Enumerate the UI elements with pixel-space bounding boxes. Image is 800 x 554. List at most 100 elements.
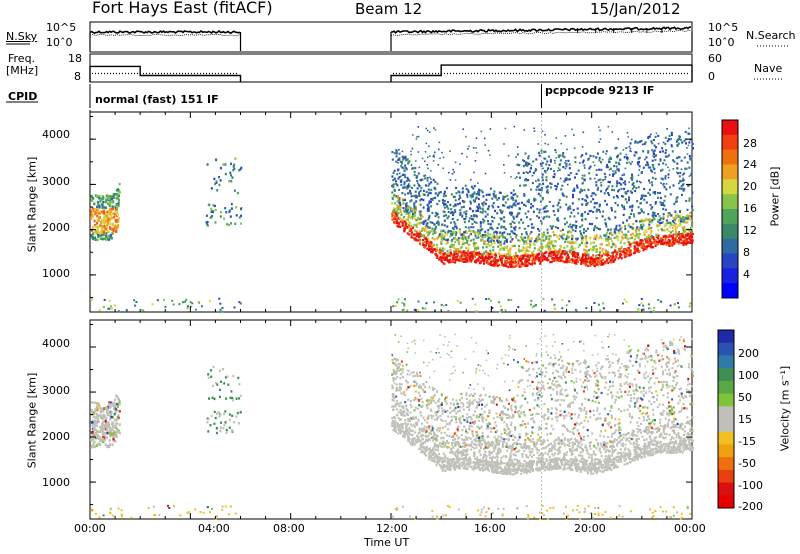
data-cell	[583, 228, 585, 231]
data-cell	[224, 410, 227, 413]
data-cell	[487, 222, 490, 225]
noise-search-line-0	[89, 33, 241, 37]
data-cell	[99, 200, 102, 203]
data-cell	[503, 231, 506, 234]
data-cell	[112, 514, 115, 517]
data-cell	[535, 180, 537, 182]
data-cell	[101, 430, 104, 433]
data-cell	[115, 197, 119, 200]
data-cell	[436, 202, 439, 206]
data-cell	[179, 514, 182, 517]
data-cell	[597, 227, 600, 231]
data-cell	[615, 161, 618, 164]
data-cell	[476, 509, 479, 512]
data-cell	[445, 187, 448, 190]
data-cell	[405, 205, 408, 208]
data-cell	[474, 247, 476, 250]
data-cell	[502, 246, 505, 249]
data-cell	[629, 243, 632, 246]
data-cell	[636, 249, 639, 252]
data-cell	[232, 165, 235, 168]
data-cell	[623, 207, 626, 211]
data-cell	[598, 203, 601, 206]
data-cell	[682, 234, 684, 237]
data-cell	[663, 199, 666, 202]
data-cell	[624, 248, 626, 251]
data-cell	[631, 232, 634, 235]
data-cell	[568, 205, 571, 208]
data-cell	[406, 158, 409, 161]
data-cell	[91, 199, 94, 202]
data-cell	[396, 214, 398, 217]
data-cell	[556, 235, 559, 238]
noise-sky-line-0	[89, 29, 241, 35]
data-cell	[666, 128, 668, 130]
data-cell	[515, 234, 518, 237]
data-cell	[461, 215, 464, 218]
data-cell	[652, 150, 655, 153]
data-cell	[566, 234, 568, 237]
data-cell	[446, 250, 449, 253]
data-cell	[401, 221, 404, 225]
data-cell	[458, 229, 461, 232]
data-cell	[668, 233, 671, 237]
data-cell	[452, 452, 455, 455]
data-cell	[649, 239, 652, 242]
data-cell	[522, 221, 525, 224]
data-cell	[507, 417, 510, 420]
data-cell	[235, 214, 238, 217]
data-cell	[101, 206, 104, 209]
data-cell	[572, 258, 575, 261]
data-cell	[666, 396, 669, 399]
data-cell	[116, 206, 119, 209]
data-cell	[430, 188, 433, 191]
data-cell	[576, 186, 579, 189]
data-cell	[234, 512, 237, 515]
data-cell	[173, 505, 175, 508]
data-cell	[456, 218, 459, 222]
data-cell	[442, 167, 444, 170]
data-cell	[607, 125, 610, 128]
data-cell	[393, 211, 396, 214]
data-cell	[691, 232, 694, 236]
data-cell	[666, 140, 669, 143]
data-cell	[400, 183, 403, 186]
data-cell	[558, 259, 560, 262]
data-cell	[467, 239, 470, 242]
data-cell	[655, 132, 658, 135]
data-cell	[403, 228, 406, 231]
data-cell	[619, 227, 622, 230]
data-cell	[567, 256, 570, 259]
data-cell	[487, 193, 490, 196]
data-cell	[399, 208, 402, 211]
data-cell	[689, 237, 692, 240]
data-cell	[688, 127, 690, 130]
noise-right-tick-bottom: 10ˆ0	[708, 36, 735, 49]
data-cell	[601, 254, 603, 257]
data-cell	[611, 240, 613, 243]
data-cell	[679, 233, 682, 237]
data-cell	[601, 261, 603, 265]
data-cell	[649, 241, 652, 244]
data-cell	[471, 251, 474, 254]
data-cell	[681, 217, 684, 220]
data-cell	[419, 189, 422, 192]
data-cell	[527, 257, 530, 260]
data-cell	[403, 227, 406, 230]
data-cell	[428, 131, 431, 133]
data-cell	[429, 155, 431, 157]
data-cell	[552, 210, 555, 213]
data-cell	[434, 180, 437, 183]
data-cell	[508, 205, 511, 208]
data-cell	[447, 210, 450, 214]
data-cell	[442, 305, 445, 307]
data-cell	[570, 248, 573, 252]
data-cell	[690, 219, 692, 222]
data-cell	[408, 225, 411, 229]
data-cell	[472, 192, 475, 195]
data-cell	[530, 418, 533, 421]
data-cell	[489, 223, 492, 226]
data-cell	[504, 228, 507, 231]
data-cell	[111, 223, 114, 226]
data-cell	[206, 506, 209, 508]
